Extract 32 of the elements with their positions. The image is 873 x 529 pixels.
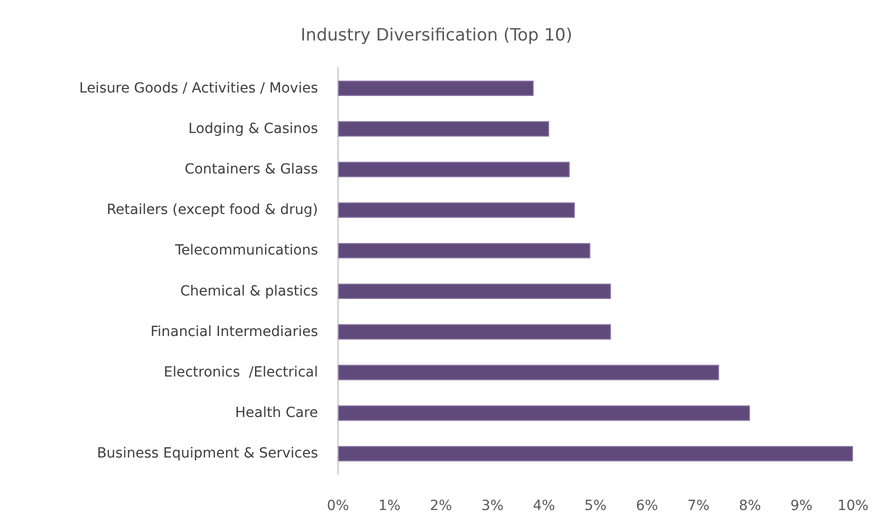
x-tick-label: 6% — [636, 498, 658, 514]
bar — [338, 121, 550, 137]
bar — [338, 242, 590, 258]
x-tick-label: 7% — [687, 498, 710, 514]
y-tick-label: Telecommunications — [174, 242, 318, 259]
x-tick-label: 1% — [378, 498, 401, 514]
y-tick-label: Electronics /Electrical — [164, 364, 318, 380]
y-tick-label: Leisure Goods / Activities / Movies — [79, 80, 318, 96]
bar — [338, 405, 750, 421]
y-tick-label: Health Care — [235, 405, 318, 422]
bar — [338, 162, 570, 178]
bar — [338, 80, 534, 96]
y-tick-label: Lodging & Casinos — [188, 120, 318, 137]
x-tick-label: 8% — [738, 498, 762, 514]
bar — [338, 364, 720, 380]
bar — [338, 324, 611, 340]
chart-title: Industry Diversification (Top 10) — [300, 26, 572, 46]
x-tick-label: 4% — [532, 498, 556, 514]
bar — [338, 284, 611, 300]
x-tick-label: 2% — [430, 498, 452, 514]
x-tick-label: 9% — [790, 498, 813, 514]
y-tick-label: Retailers (except food & drug) — [106, 202, 318, 218]
x-tick-label: 0% — [326, 498, 350, 514]
y-tick-label: Chemical & plastics — [180, 283, 318, 300]
x-tick-label: 3% — [481, 498, 504, 514]
y-tick-label: Business Equipment & Services — [96, 446, 318, 462]
x-tick-label: 10% — [837, 498, 869, 514]
y-tick-label: Financial Intermediaries — [150, 324, 318, 340]
bar — [338, 446, 853, 462]
y-tick-label: Containers & Glass — [184, 162, 318, 178]
x-tick-label: 5% — [584, 498, 607, 514]
bar — [338, 202, 575, 218]
